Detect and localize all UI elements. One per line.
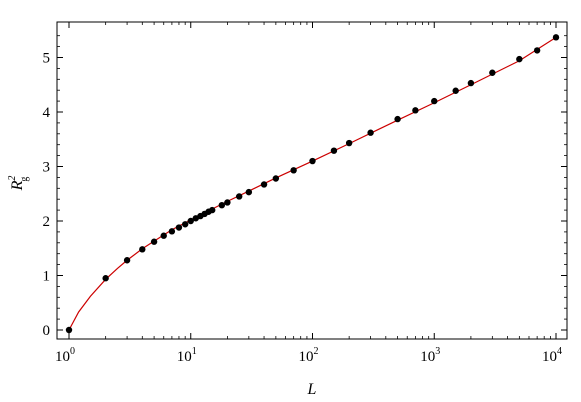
x-tick-label-exponent: 0 [70, 346, 75, 357]
data-point [208, 206, 216, 214]
x-tick-label: 102 [299, 346, 319, 365]
data-point [224, 199, 231, 206]
data-point [187, 217, 194, 225]
data-points-layer [65, 34, 560, 334]
data-point [431, 97, 438, 105]
y-tick-label: 1 [43, 269, 51, 285]
y-axis-ticks: 0 1 2 3 4 5 [43, 35, 567, 339]
y-axis-title-sup: 2 [7, 176, 18, 181]
data-point [236, 193, 243, 200]
data-point [394, 115, 401, 123]
y-tick-label: 4 [43, 105, 51, 121]
y-axis-title-sub: g [19, 177, 30, 182]
data-point [150, 238, 158, 245]
data-point [533, 47, 541, 54]
x-tick-label-exponent: 4 [557, 346, 562, 357]
x-tick-label: 104 [542, 346, 562, 365]
data-point [260, 181, 268, 188]
data-point [452, 87, 459, 94]
data-point [181, 221, 189, 228]
data-point [139, 246, 146, 253]
y-axis-title: R2g [7, 176, 30, 192]
x-tick-label-base: 10 [542, 349, 557, 365]
data-point [290, 167, 297, 174]
data-point [489, 69, 496, 76]
x-tick-label-base: 10 [55, 349, 70, 365]
data-point [467, 79, 475, 87]
data-point [330, 147, 338, 154]
data-point [309, 157, 316, 165]
data-point [367, 129, 374, 136]
y-tick-label: 2 [43, 214, 51, 230]
data-point [245, 188, 253, 196]
data-point [160, 232, 167, 239]
data-point [168, 228, 176, 235]
data-point [218, 201, 226, 209]
x-axis-title: L [307, 381, 317, 398]
x-tick-label-exponent: 3 [435, 346, 440, 357]
data-point [123, 257, 131, 264]
data-point [412, 107, 419, 114]
x-tick-label-base: 10 [299, 349, 314, 365]
y-tick-label: 0 [43, 323, 51, 339]
x-tick-label-exponent: 1 [192, 346, 197, 357]
data-point [175, 224, 183, 231]
data-point [65, 326, 73, 334]
y-axis-title-base: R [9, 180, 26, 191]
x-tick-label-exponent: 2 [314, 346, 319, 357]
data-point [102, 275, 109, 282]
fit-curve-layer [68, 36, 557, 331]
y-tick-label: 5 [43, 51, 51, 67]
x-tick-label: 101 [177, 346, 197, 365]
x-tick-label-base: 10 [177, 349, 192, 365]
x-axis-ticks: 100 101 102 103 104 [55, 22, 562, 365]
fit-curve [68, 36, 557, 331]
data-point [345, 139, 353, 147]
data-point [272, 175, 280, 182]
data-point [552, 34, 560, 41]
x-tick-label: 100 [55, 346, 75, 365]
y-tick-label: 3 [43, 160, 51, 176]
x-tick-label-base: 10 [420, 349, 435, 365]
plot-frame [56, 21, 568, 340]
x-tick-label: 103 [420, 346, 440, 365]
data-point [516, 55, 523, 63]
